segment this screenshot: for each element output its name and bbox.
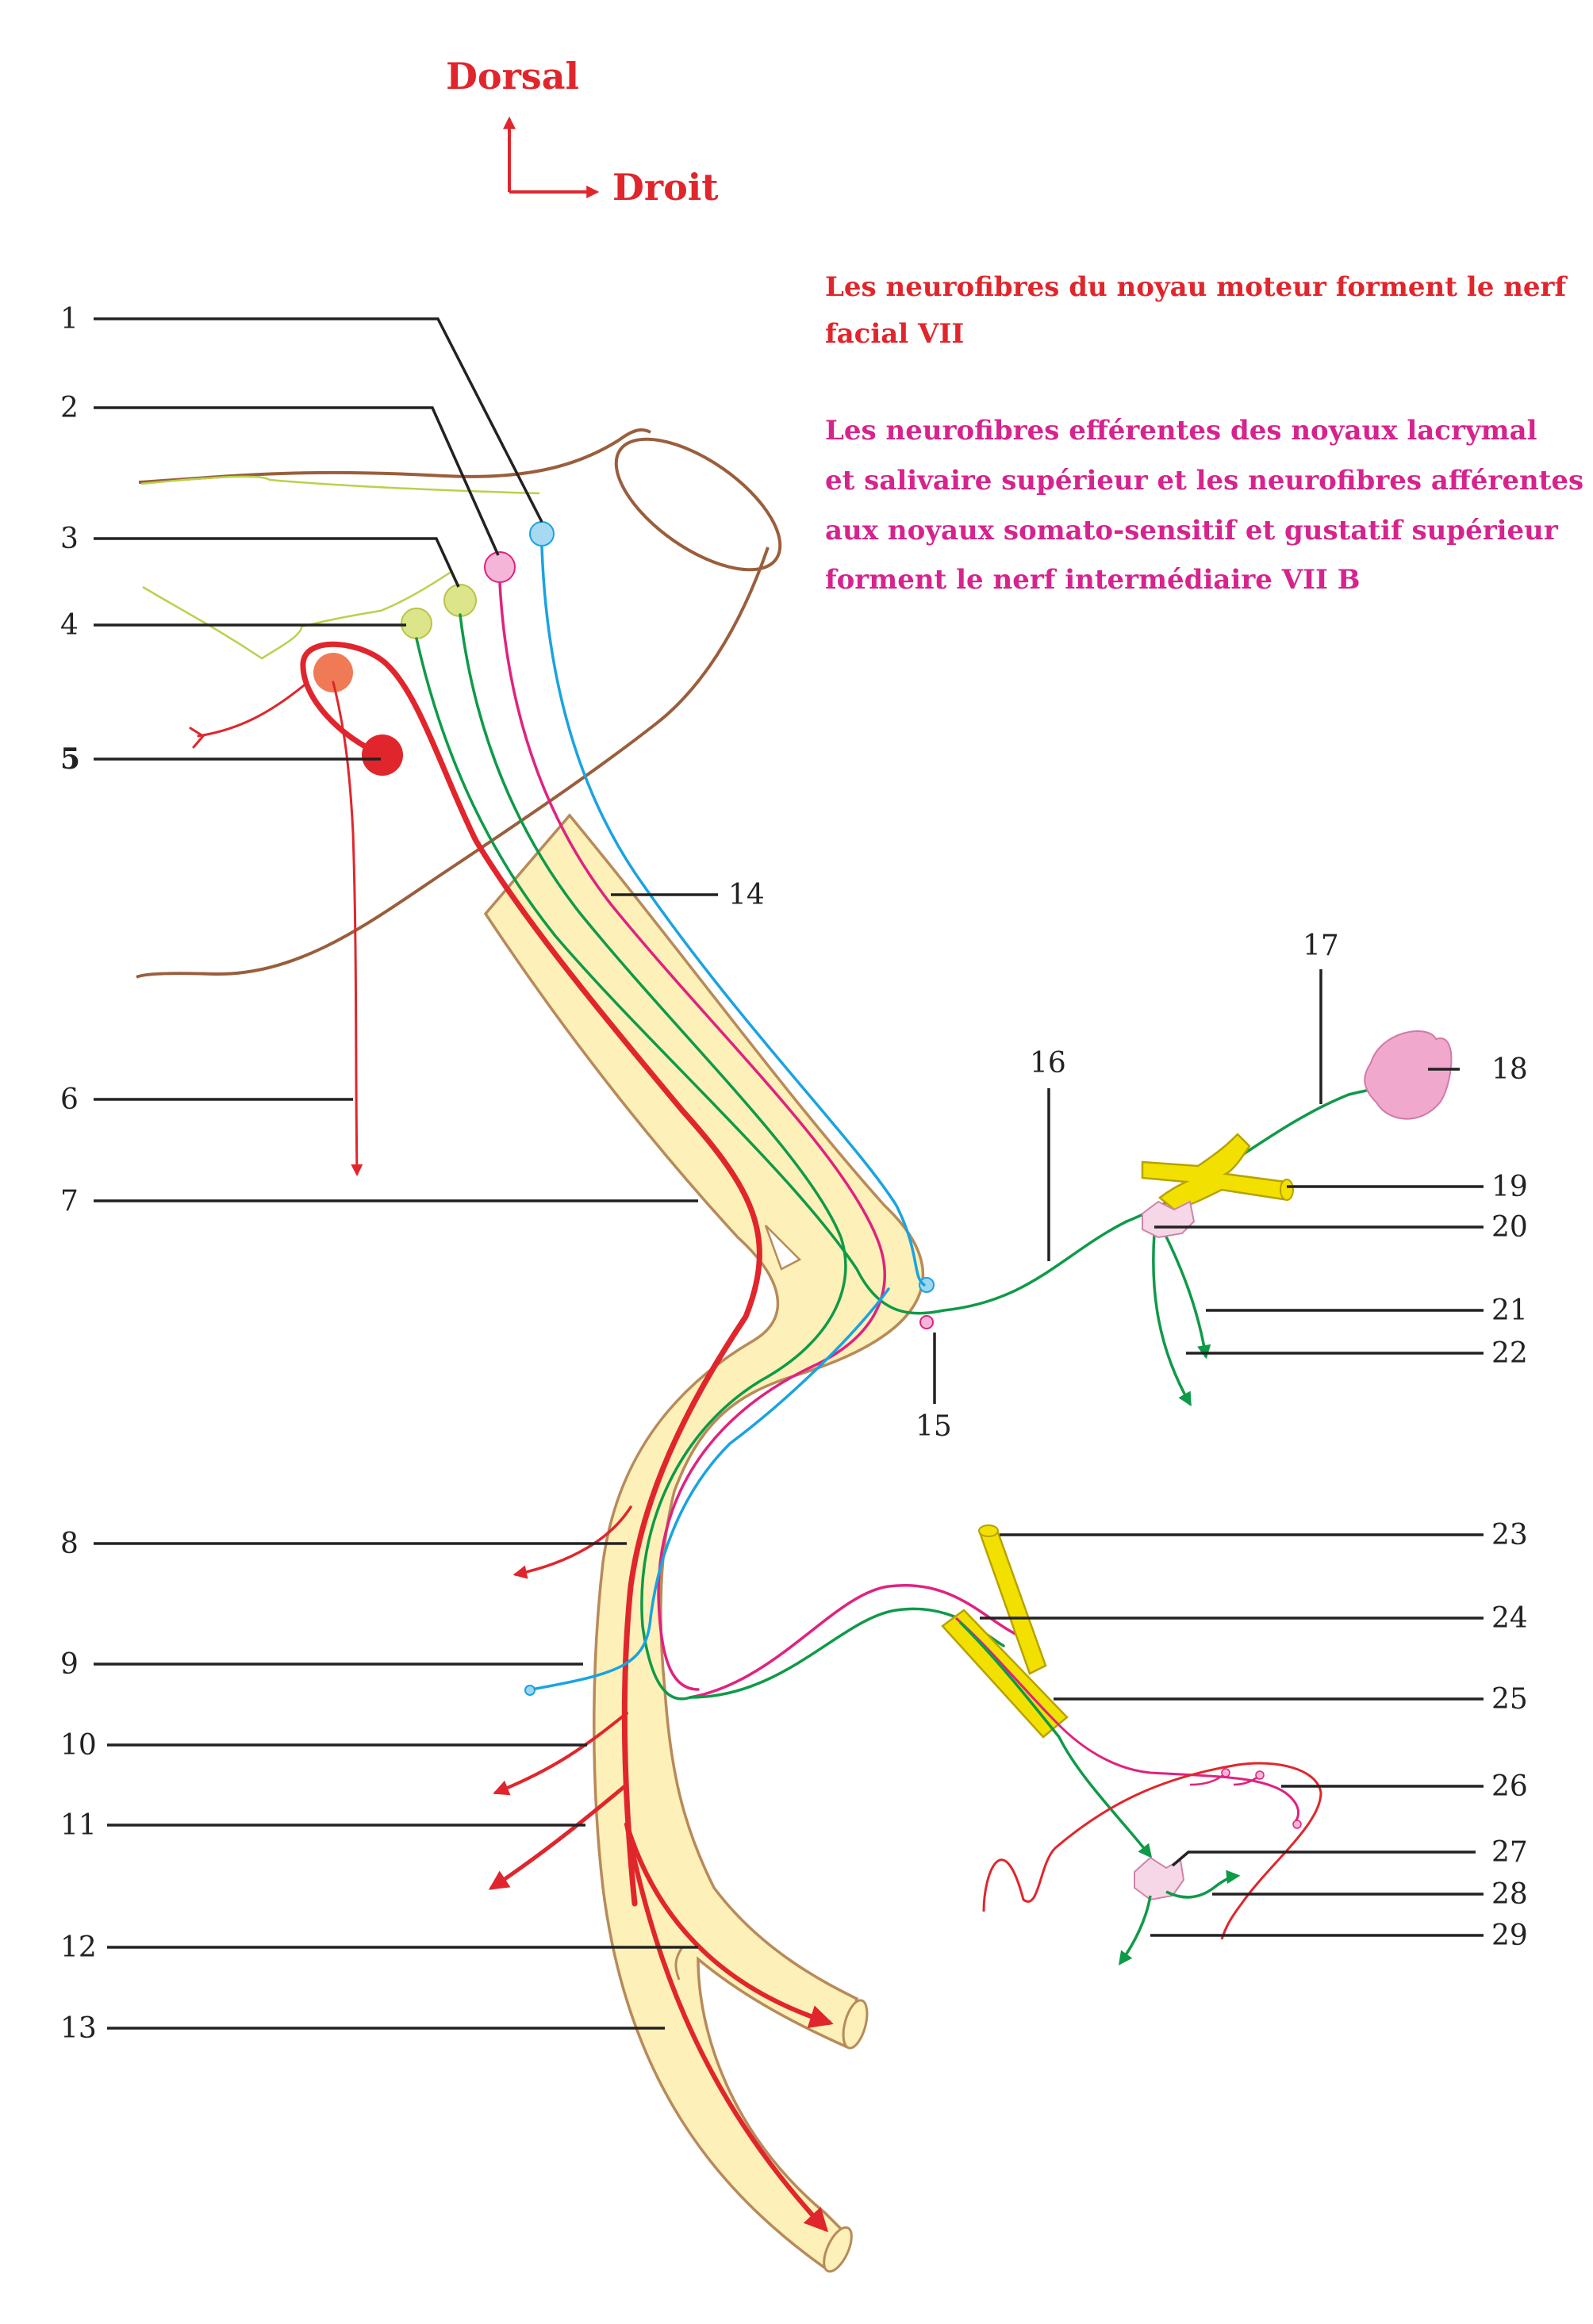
label-28: 28 [1491,1878,1528,1911]
submandibular-region [941,1524,1322,1965]
label-4: 4 [60,609,79,642]
label-27: 27 [1491,1836,1528,1869]
label-20: 20 [1491,1211,1528,1244]
label-7: 7 [60,1185,79,1218]
pterygopalatine-ganglion [1142,1200,1196,1239]
orientation-dorsal: Dorsal [446,55,579,98]
label-9: 9 [60,1648,79,1681]
pterygopalatine-region [1141,1030,1453,1239]
label-1: 1 [60,303,79,336]
label-6: 6 [60,1083,79,1116]
brainstem-nuclei [313,521,555,776]
brainstem-cut-section [614,437,782,572]
label-21: 21 [1491,1294,1528,1327]
note-motor-line-1: Les neurofibres du noyau moteur forment … [825,271,1568,303]
note-intermediate-line-3: aux noyaux somato-sensitif et gustatif s… [825,515,1559,546]
label-25: 25 [1491,1683,1528,1716]
nucleus-5-upper [313,653,353,692]
lacrimal-gland [1364,1030,1453,1120]
label-14: 14 [728,879,765,911]
label-11: 11 [60,1809,97,1842]
label-3: 3 [60,523,79,555]
label-5: 5 [60,742,80,776]
label-23: 23 [1491,1519,1528,1551]
label-18: 18 [1491,1053,1528,1086]
note-intermediate: Les neurofibres efférentes des noyaux la… [825,415,1583,596]
label-19: 19 [1491,1171,1528,1203]
label-17: 17 [1303,930,1339,962]
facial-nerve-trunk [483,813,925,2273]
label-2: 2 [60,392,79,424]
label-29: 29 [1491,1919,1528,1952]
label-22: 22 [1491,1337,1528,1370]
leader-lines [94,317,1484,2030]
nucleus-1 [529,521,555,546]
nucleus-4 [401,608,432,639]
nucleus-2 [484,551,516,583]
submandibular-ganglion [1134,1856,1185,1901]
brainstem [136,428,782,979]
label-12: 12 [60,1931,97,1964]
label-13: 13 [60,2012,97,2045]
orientation-indicator: Dorsal Droit [446,55,719,209]
note-intermediate-line-1: Les neurofibres efférentes des noyaux la… [825,415,1537,447]
label-15: 15 [915,1410,952,1443]
orientation-droit: Droit [612,166,719,209]
nucleus-3 [443,584,477,617]
label-24: 24 [1491,1602,1528,1635]
label-10: 10 [60,1729,97,1762]
number-labels: 1 2 3 4 5 6 7 8 9 10 11 12 13 14 15 16 1… [60,303,1528,2045]
label-26: 26 [1491,1770,1528,1803]
note-motor-line-2: facial VII [825,318,964,350]
label-8: 8 [60,1528,79,1560]
note-motor: Les neurofibres du noyau moteur forment … [825,271,1568,350]
note-intermediate-line-4: forment le nerf intermédiaire VII B [825,564,1360,596]
note-intermediate-line-2: et salivaire supérieur et les neurofibre… [825,465,1583,497]
label-16: 16 [1030,1047,1066,1080]
geniculate-ganglion [919,1277,935,1329]
